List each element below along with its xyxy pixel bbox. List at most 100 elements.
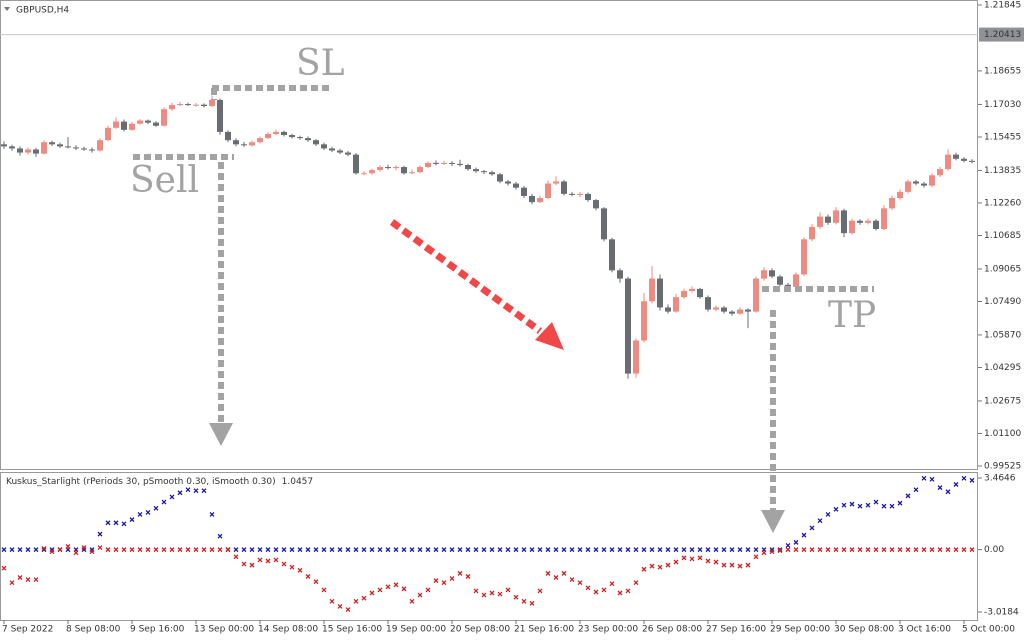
- candle-body: [25, 149, 31, 153]
- indicator-cross: [737, 563, 743, 569]
- candle-body: [473, 169, 479, 172]
- indicator-cross: [337, 547, 343, 553]
- indicator-cross: [737, 547, 743, 553]
- candle-body: [873, 220, 879, 229]
- indicator-cross: [793, 539, 799, 545]
- indicator-cross: [401, 547, 407, 553]
- candle-body: [433, 162, 439, 164]
- candle-body: [777, 276, 783, 285]
- indicator-cross: [481, 592, 487, 598]
- indicator-cross: [897, 547, 903, 553]
- y-tick-label: 0.00: [984, 545, 1004, 555]
- indicator-cross: [473, 547, 479, 553]
- candle-body: [257, 138, 263, 143]
- indicator-cross: [849, 547, 855, 553]
- indicator-cross: [961, 547, 967, 553]
- candle-body: [785, 284, 791, 287]
- indicator-cross: [105, 547, 111, 553]
- candle-body: [529, 195, 535, 203]
- candle-body: [513, 183, 519, 188]
- indicator-cross: [641, 547, 647, 553]
- tp-label: TP: [828, 295, 876, 336]
- candle-body: [337, 150, 343, 153]
- candle-body: [193, 104, 199, 106]
- indicator-cross: [721, 562, 727, 568]
- y-tick-label: 1.05870: [984, 330, 1021, 340]
- indicator-cross: [249, 547, 255, 553]
- indicator-cross: [905, 493, 911, 499]
- indicator-cross: [793, 547, 799, 553]
- candle-body: [33, 149, 39, 154]
- indicator-cross: [961, 475, 967, 481]
- candle-body: [961, 158, 967, 161]
- indicator-cross: [849, 501, 855, 507]
- indicator-cross: [537, 588, 543, 594]
- indicator-cross: [505, 547, 511, 553]
- candle-body: [617, 270, 623, 279]
- indicator-cross: [577, 547, 583, 553]
- candle-body: [137, 120, 143, 124]
- indicator-cross: [121, 521, 127, 527]
- indicator-cross: [449, 547, 455, 553]
- indicator-cross: [505, 587, 511, 593]
- indicator-cross: [241, 561, 247, 567]
- indicator-cross: [145, 509, 151, 515]
- candle-body: [105, 127, 111, 141]
- candle-body: [713, 307, 719, 310]
- indicator-cross: [745, 547, 751, 553]
- indicator-value: 1.0457: [282, 477, 314, 487]
- candle-body: [793, 274, 799, 287]
- indicator-cross: [673, 559, 679, 565]
- candle-body: [481, 171, 487, 173]
- candle-body: [233, 140, 239, 145]
- indicator-cross: [601, 547, 607, 553]
- indicator-cross: [265, 558, 271, 564]
- candle-body: [17, 148, 23, 153]
- indicator-cross: [697, 547, 703, 553]
- indicator-cross: [153, 547, 159, 553]
- indicator-cross: [433, 547, 439, 553]
- candle-body: [225, 131, 231, 141]
- indicator-cross: [17, 575, 23, 580]
- candle-body: [129, 123, 135, 130]
- indicator-cross: [705, 558, 711, 564]
- candle-body: [737, 309, 743, 314]
- indicator-cross: [969, 547, 975, 553]
- indicator-panel: [0, 472, 978, 621]
- indicator-cross: [441, 547, 447, 553]
- candle-body: [49, 142, 55, 145]
- candle-body: [361, 173, 367, 175]
- candle-body: [929, 175, 935, 186]
- x-tick-label: 9 Sep 16:00: [130, 625, 185, 635]
- candle-body: [241, 144, 247, 146]
- indicator-cross: [281, 561, 287, 567]
- indicator-cross: [649, 547, 655, 553]
- indicator-cross: [729, 547, 735, 553]
- indicator-cross: [929, 476, 935, 482]
- indicator-cross: [305, 574, 311, 579]
- indicator-cross: [377, 587, 383, 593]
- sl-label: SL: [296, 43, 345, 84]
- indicator-cross: [513, 547, 519, 553]
- candle-body: [153, 122, 159, 126]
- indicator-cross: [945, 489, 951, 495]
- indicator-cross: [633, 547, 639, 553]
- indicator-cross: [33, 577, 39, 583]
- y-tick-label: 1.09065: [984, 264, 1021, 274]
- price-line-label: 1.20413: [984, 30, 1021, 40]
- candle-body: [65, 146, 71, 148]
- candle-body: [393, 167, 399, 169]
- indicator-cross: [561, 570, 567, 576]
- candle-body: [537, 198, 543, 203]
- candle-body: [817, 216, 823, 227]
- candle-body: [41, 142, 47, 154]
- candle-body: [913, 181, 919, 184]
- indicator-cross: [321, 587, 327, 593]
- indicator-cross: [409, 598, 415, 604]
- candle-body: [329, 148, 335, 151]
- candle-body: [729, 311, 735, 314]
- indicator-cross: [41, 546, 47, 552]
- candle-body: [625, 278, 631, 374]
- indicator-cross: [161, 499, 167, 505]
